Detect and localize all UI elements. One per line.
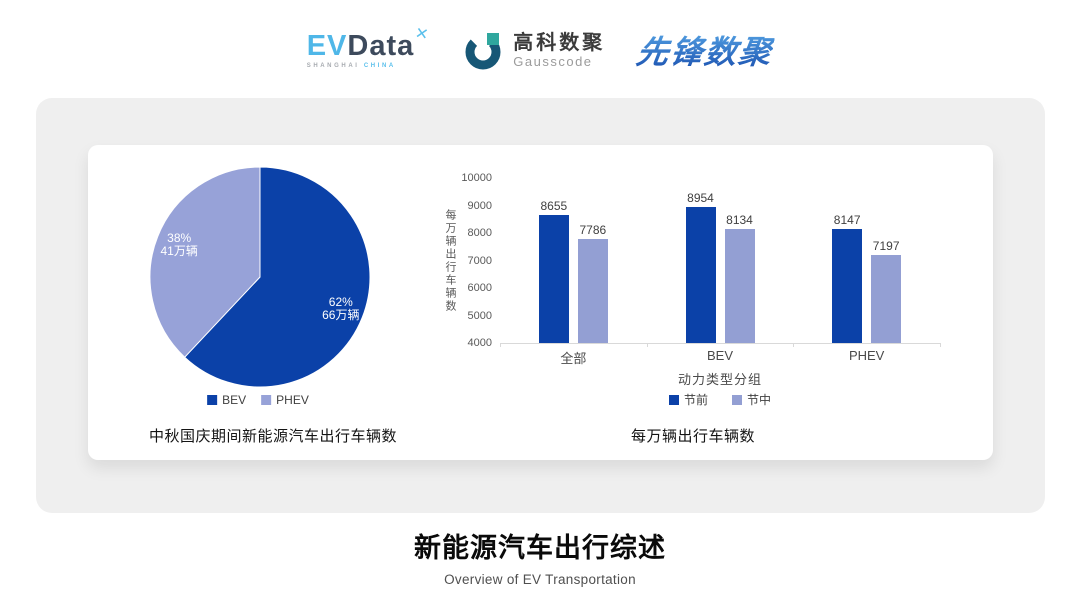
pie-slice-bev [183, 166, 371, 388]
bar-y-axis-label: 每万辆出行车辆数 [444, 209, 456, 313]
y-tick-label: 8000 [467, 227, 492, 239]
legend-label: PHEV [276, 393, 309, 407]
bar-节前-PHEV [832, 228, 863, 343]
legend-swatch-icon [668, 394, 679, 405]
evdata-data-text: Data [347, 30, 415, 62]
bar-value-label: 7786 [579, 222, 607, 237]
y-tick-label: 4000 [467, 337, 492, 349]
y-tick-label: 10000 [461, 172, 492, 184]
bar-节前-BEV [685, 206, 716, 343]
pioneer-logo: 先锋数聚 [634, 27, 776, 73]
pie-percent-label: 62% [328, 294, 353, 309]
evdata-logo: EVData ✕ SHANGHAI CHINA [307, 25, 431, 69]
gausscode-en-text: Gausscode [513, 53, 593, 69]
evdata-shanghai-text: SHANGHAI [306, 63, 360, 69]
bar-value-label: 8655 [540, 198, 568, 213]
bar-value-label: 8147 [833, 212, 861, 227]
pie-percent-label: 38% [167, 231, 192, 245]
evdata-ev-text: EV [306, 30, 348, 62]
category-label-BEV: BEV [706, 348, 733, 363]
gausscode-g-icon [465, 33, 501, 70]
y-tick-label: 5000 [467, 309, 492, 322]
pie-slice-label-phev: 38% 41万辆 [161, 232, 198, 258]
y-tick-label: 6000 [467, 282, 492, 294]
pie-chart: 62% 66万辆 38% 41万辆 [149, 166, 371, 388]
bar-x-axis-title: 动力类型分组 [677, 372, 762, 387]
x-axis-tick [793, 343, 795, 347]
category-label-PHEV: PHEV [848, 348, 885, 363]
category-label-全部: 全部 [560, 351, 587, 366]
bar-value-label: 8954 [687, 190, 714, 205]
legend-label: BEV [222, 393, 247, 407]
pie-value-label: 66万辆 [322, 307, 360, 322]
pie-chart-title: 中秋国庆期间新能源汽车出行车辆数 [148, 428, 397, 445]
legend-swatch-icon [261, 395, 272, 405]
pie-slice-phev [149, 166, 261, 358]
bar-chart-title: 每万辆出行车辆数 [630, 428, 755, 445]
x-axis-tick [500, 343, 501, 347]
bar-节前-全部 [538, 214, 569, 343]
bar-legend-item-节中: 节中 [732, 391, 771, 408]
page-title: 新能源汽车出行综述 [414, 533, 666, 563]
legend-swatch-icon [207, 395, 218, 405]
page-subtitle: Overview of EV Transportation [444, 572, 636, 587]
x-axis-tick [646, 343, 648, 347]
gausscode-cn-text: 高科数聚 [513, 31, 606, 54]
pie-legend: BEV PHEV [207, 393, 309, 407]
pie-svg [149, 166, 371, 388]
evdata-wordmark: EVData [307, 31, 415, 61]
pie-value-label: 41万辆 [160, 244, 198, 258]
pie-legend-item-phev: PHEV [261, 393, 309, 407]
evdata-china-text: CHINA [363, 63, 396, 69]
bar-value-label: 7197 [872, 239, 900, 254]
x-axis-tick [940, 343, 941, 347]
header-logos: EVData ✕ SHANGHAI CHINA 高科数聚 Gausscode 先… [0, 20, 1080, 80]
bar-x-axis-line [500, 343, 941, 344]
legend-swatch-icon [732, 394, 742, 405]
y-tick-label: 7000 [467, 254, 492, 267]
gausscode-text: 高科数聚 Gausscode [513, 32, 605, 69]
y-tick-label: 9000 [467, 199, 492, 212]
bar-legend-item-节前: 节前 [668, 391, 708, 408]
bar-legend: 节前 节中 [500, 391, 940, 408]
evdata-x-icon: ✕ [413, 24, 430, 45]
pie-legend-item-bev: BEV [207, 393, 246, 407]
pie-slice-label-bev: 62% 66万辆 [322, 294, 360, 322]
gausscode-logo: 高科数聚 Gausscode [462, 29, 605, 71]
evdata-subtitle: SHANGHAI CHINA [307, 63, 415, 69]
bar-节中-PHEV [871, 255, 902, 343]
charts-card: 62% 66万辆 38% 41万辆 BEV PHEV 中秋国庆期间新能源汽车出行车辆数 … [88, 145, 993, 460]
bar-value-label: 8134 [726, 213, 753, 228]
page-footer: 新能源汽车出行综述 Overview of EV Transportation [0, 526, 1080, 587]
legend-label: 节中 [747, 393, 772, 407]
bar-节中-全部 [577, 238, 608, 343]
legend-label: 节前 [683, 393, 708, 407]
bar-节中-BEV [724, 229, 755, 343]
